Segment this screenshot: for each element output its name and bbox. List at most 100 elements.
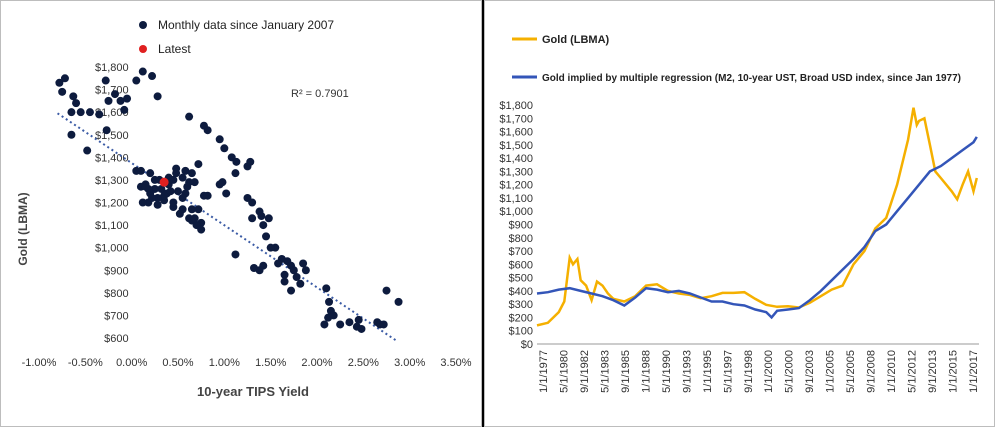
y-tick-label: $1,700 — [499, 113, 533, 125]
legend-label-latest: Latest — [158, 42, 191, 56]
data-point — [85, 108, 94, 117]
data-point — [296, 279, 305, 288]
data-point — [148, 193, 157, 202]
legend-label-monthly: Monthly data since January 2007 — [158, 18, 334, 32]
data-point — [299, 259, 308, 268]
y-tick-label: $700 — [104, 310, 128, 322]
y-tick-label: $600 — [509, 259, 533, 271]
data-point — [190, 214, 199, 223]
x-axis-ticks: -1.00% -0.50% 0.00% 0.50% 1.00% 1.50% 2.00% 2.5… — [22, 357, 472, 369]
data-point — [292, 273, 301, 282]
data-point — [160, 191, 169, 200]
x-tick-label: 9/1/1993 — [681, 350, 693, 393]
data-point — [178, 173, 187, 182]
data-point — [185, 112, 194, 121]
scatter-chart-panel: $600 $700 $800 $900 $1,000 $1,100 $1,200 $1,300… — [0, 0, 482, 427]
data-point — [357, 324, 366, 333]
data-point — [197, 225, 206, 234]
data-point — [280, 270, 289, 279]
x-tick-label: 5/1/1997 — [722, 350, 734, 393]
x-tick-label: 1.00% — [209, 357, 240, 369]
data-point — [287, 286, 296, 295]
data-point — [325, 297, 334, 306]
data-point — [379, 320, 388, 329]
y-tick-label: $1,700 — [95, 85, 129, 97]
x-tick-label: 5/1/1990 — [661, 350, 673, 393]
data-point — [259, 221, 268, 230]
y-tick-label: $500 — [509, 273, 533, 285]
y-tick-label: $300 — [509, 299, 533, 311]
legend-label-implied: Gold implied by multiple regression (M2,… — [542, 73, 961, 84]
data-point — [72, 99, 81, 108]
data-point — [280, 277, 289, 286]
y-tick-label: $1,100 — [499, 193, 533, 205]
data-point — [266, 243, 275, 252]
data-point — [178, 193, 187, 202]
y-tick-label: $900 — [509, 220, 533, 232]
data-point — [194, 205, 203, 214]
scatter-chart: $600 $700 $800 $900 $1,000 $1,100 $1,200 $1,300… — [16, 18, 472, 399]
x-tick-label: 1/1/2000 — [763, 350, 775, 393]
data-point — [203, 191, 212, 200]
data-point — [116, 96, 125, 105]
data-point — [58, 87, 67, 96]
x-tick-label: 3.50% — [440, 357, 471, 369]
x-tick-label: 5/1/1983 — [599, 350, 611, 393]
data-point — [181, 166, 190, 175]
y-tick-label: $1,100 — [95, 220, 129, 232]
data-point — [274, 259, 283, 268]
x-tick-label: 5/1/1980 — [558, 350, 570, 393]
scatter-points — [55, 67, 403, 333]
y-tick-label: $1,000 — [95, 243, 129, 255]
data-point — [329, 311, 338, 320]
data-point — [262, 232, 271, 241]
x-tick-label: -0.50% — [68, 357, 103, 369]
data-point — [320, 320, 329, 329]
y-tick-label: $1,400 — [499, 153, 533, 165]
data-point — [215, 180, 224, 189]
y-axis-ticks: $600 $700 $800 $900 $1,000 $1,100 $1,200 $1,300… — [95, 62, 129, 345]
data-point — [101, 76, 110, 85]
data-point — [138, 67, 147, 76]
data-point — [153, 193, 162, 202]
data-point — [231, 169, 240, 178]
data-point — [231, 250, 240, 259]
data-point — [95, 110, 104, 119]
data-point — [248, 214, 257, 223]
data-point — [69, 92, 78, 101]
x-tick-label: -1.00% — [22, 357, 57, 369]
data-point — [55, 78, 64, 87]
y-tick-label: $1,500 — [499, 140, 533, 152]
panel-divider — [482, 0, 484, 427]
data-point — [175, 209, 184, 218]
data-point — [194, 160, 203, 169]
data-point — [257, 212, 266, 221]
data-point — [301, 266, 310, 275]
x-tick-label: 2.50% — [348, 357, 379, 369]
data-point — [174, 187, 182, 196]
y-tick-label: $100 — [509, 326, 533, 338]
data-point — [166, 187, 175, 196]
legend-label-gold: Gold (LBMA) — [542, 34, 610, 46]
legend-marker-monthly — [139, 21, 147, 29]
data-point — [289, 266, 298, 275]
data-point — [146, 169, 155, 178]
y-tick-label: $1,000 — [499, 206, 533, 218]
line-chart-panel: Gold (LBMA) Gold implied by multiple reg… — [484, 0, 995, 427]
data-point — [382, 286, 391, 295]
x-axis-title: 10-year TIPS Yield — [197, 384, 309, 399]
y-axis-ticks: $0$100 $200$300$400$500 $600$700$800$900 $1… — [499, 100, 533, 351]
data-point — [172, 164, 181, 173]
data-point — [246, 157, 255, 166]
x-tick-label: 5/1/2012 — [907, 350, 919, 393]
y-tick-label: $1,300 — [95, 175, 129, 187]
y-tick-label: $1,400 — [95, 152, 129, 164]
data-point — [102, 126, 111, 135]
y-tick-label: $1,200 — [499, 180, 533, 192]
latest-point — [159, 177, 169, 187]
x-tick-label: 9/1/2013 — [927, 350, 939, 393]
data-point — [76, 108, 85, 117]
data-point — [354, 315, 363, 324]
data-point — [187, 169, 196, 178]
y-tick-label: $1,800 — [499, 100, 533, 112]
